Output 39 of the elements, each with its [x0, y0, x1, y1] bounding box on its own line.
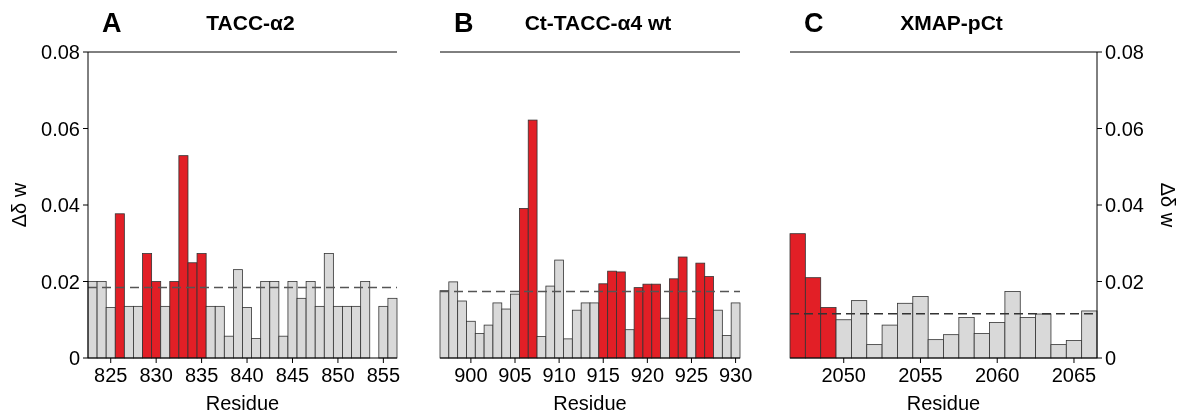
x-tick-label: 2060 [974, 364, 1020, 386]
x-axis-title: Residue [553, 392, 627, 414]
y-tick-label: 0 [68, 347, 80, 369]
y2-tick-label: 0.04 [1105, 194, 1144, 216]
x-tick-label: 2065 [1051, 364, 1097, 386]
chart-title: Ct-TACC-α4 wt [524, 11, 672, 34]
x-tick-label: 930 [718, 364, 753, 386]
x-tick-label: 900 [454, 364, 488, 386]
text: B [454, 8, 474, 38]
text: C [804, 8, 824, 38]
x-tick-label: 915 [586, 364, 620, 386]
y2-axis-title: Δδ w [1157, 182, 1179, 228]
y2-tick-label: 0.02 [1105, 270, 1144, 293]
x-tick-label: 925 [674, 364, 709, 386]
x-tick-label: 910 [542, 364, 576, 386]
x-tick-label: 855 [366, 364, 401, 386]
y2-tick-label: 0 [1105, 347, 1117, 369]
y-tick-label: 0.06 [41, 117, 80, 140]
x-tick-label: 845 [275, 364, 310, 386]
text: A [102, 8, 122, 38]
x-tick-label: 2055 [898, 364, 943, 386]
chart-title: TACC-α2 [206, 11, 295, 34]
x-tick-label: 2050 [821, 364, 866, 386]
x-axis-title: Residue [906, 392, 981, 414]
x-tick-label: 830 [139, 364, 173, 386]
chart-title: XMAP-pCt [900, 11, 1003, 34]
x-tick-label: 850 [321, 364, 355, 386]
y2-tick-label: 0.06 [1105, 117, 1144, 140]
x-tick-label: 825 [94, 364, 128, 386]
x-tick-label: 905 [498, 364, 532, 386]
y-axis-title: Δδ w [8, 182, 30, 228]
x-tick-label: 835 [184, 364, 219, 386]
x-axis-title: Residue [205, 392, 280, 414]
x-tick-label: 920 [630, 364, 665, 386]
x-tick-label: 840 [230, 364, 264, 386]
y2-tick-label: 0.08 [1105, 41, 1144, 63]
y-tick-label: 0.08 [41, 41, 80, 63]
y-tick-label: 0.04 [41, 194, 80, 216]
y-tick-label: 0.02 [41, 270, 80, 293]
